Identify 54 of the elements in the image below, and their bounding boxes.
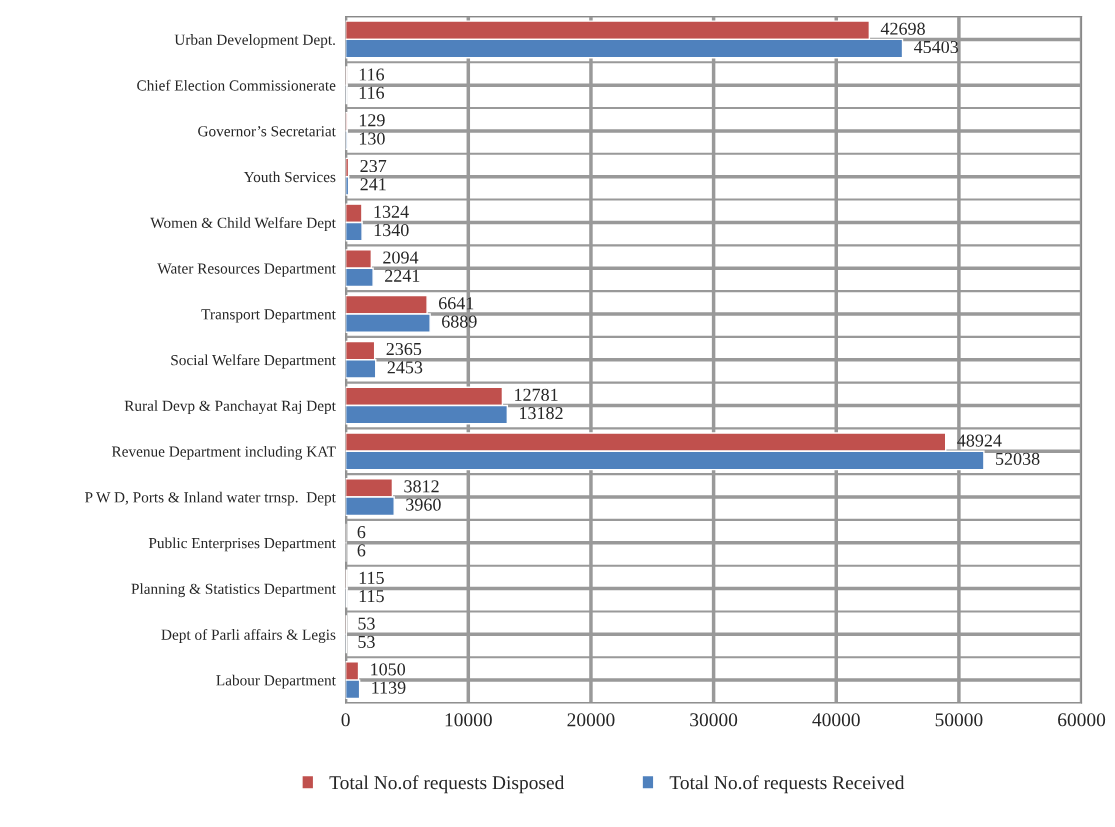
y-tick-label: Revenue Department including KAT — [111, 445, 336, 460]
data-label: 1340 — [374, 223, 409, 237]
y-tick-label: P W D, Ports & Inland water trnsp. Dept — [85, 491, 336, 506]
y-tick-label: Public Enterprises Department — [148, 537, 336, 552]
legend-label: Total No.of requests Received — [669, 775, 905, 794]
data-label: 115 — [359, 571, 384, 584]
data-label: 6889 — [442, 315, 477, 328]
y-tick-label: Governor’s Secretariat — [198, 126, 336, 137]
x-tick-label: 60000 — [1058, 713, 1106, 727]
x-tick-label: 10000 — [445, 713, 492, 727]
data-label: 1324 — [374, 205, 409, 218]
y-tick-label: Labour Department — [216, 674, 336, 689]
x-tick-label: 40000 — [812, 713, 860, 727]
data-label: 12781 — [515, 388, 558, 401]
data-label: 130 — [359, 132, 385, 145]
y-tick-label: Rural Devp & Panchayat Raj Dept — [124, 400, 336, 415]
x-tick-label: 50000 — [935, 713, 983, 727]
data-label: 53 — [358, 617, 375, 630]
data-label: 116 — [359, 86, 385, 99]
data-label: 6 — [357, 544, 366, 557]
data-label: 116 — [359, 68, 385, 81]
data-label: 3960 — [406, 498, 441, 511]
data-label: 1139 — [372, 681, 406, 694]
y-tick-label: Water Resources Department — [157, 263, 336, 277]
y-tick-label: Youth Services — [243, 171, 336, 183]
data-label: 48924 — [957, 434, 1002, 447]
data-label: 2365 — [386, 342, 422, 356]
y-tick-label: Urban Development Dept. — [174, 34, 335, 48]
data-label: 3812 — [404, 480, 439, 493]
y-tick-label: Planning & Statistics Department — [131, 583, 336, 598]
data-label: 115 — [359, 590, 384, 603]
data-label: 237 — [360, 159, 387, 173]
x-tick-label: 0 — [341, 713, 350, 727]
y-tick-label: Social Welfare Department — [171, 354, 336, 369]
data-label: 53 — [358, 635, 375, 648]
x-tick-label: 30000 — [690, 713, 738, 727]
data-label: 241 — [360, 178, 386, 191]
data-label: 2094 — [383, 251, 419, 264]
y-tick-label: Women & Child Welfare Dept — [150, 217, 336, 232]
data-label: 42698 — [880, 22, 925, 35]
data-label: 52038 — [996, 452, 1040, 465]
data-label: 13182 — [520, 406, 563, 420]
x-tick-label: 20000 — [567, 713, 615, 727]
data-label: 2453 — [387, 361, 423, 374]
data-label: 45403 — [913, 40, 959, 54]
y-tick-label: Dept of Parli affairs & Legis — [161, 628, 336, 643]
legend-label: Total No.of requests Disposed — [329, 775, 565, 794]
data-label: 6641 — [438, 297, 474, 310]
y-tick-label: Chief Election Commissionerate — [137, 79, 336, 91]
data-label: 129 — [359, 114, 385, 127]
y-tick-label: Transport Department — [201, 309, 336, 323]
data-label: 2241 — [385, 269, 420, 282]
data-label: 1050 — [371, 663, 406, 676]
data-label: 6 — [357, 526, 366, 539]
